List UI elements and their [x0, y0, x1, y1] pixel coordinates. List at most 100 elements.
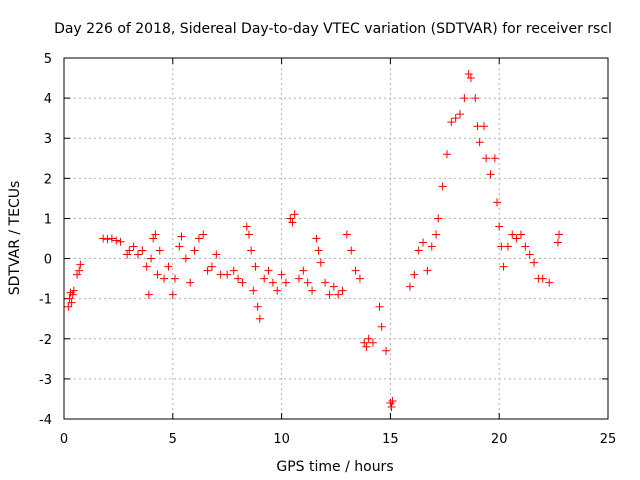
- data-point: [355, 274, 364, 283]
- data-point: [434, 214, 443, 223]
- data-point: [503, 242, 512, 251]
- data-point: [342, 230, 351, 239]
- data-point: [76, 260, 85, 269]
- data-point: [244, 230, 253, 239]
- y-tick-label: 3: [44, 132, 52, 147]
- data-point: [190, 246, 199, 255]
- data-point: [149, 234, 158, 243]
- data-point: [512, 234, 521, 243]
- data-point: [194, 234, 203, 243]
- data-point: [229, 266, 238, 275]
- data-point: [490, 154, 499, 163]
- x-axis-label: GPS time / hours: [276, 459, 393, 475]
- y-tick-label: 4: [44, 92, 52, 107]
- data-point: [253, 302, 262, 311]
- data-point: [147, 254, 156, 263]
- data-point: [347, 246, 356, 255]
- data-point: [316, 258, 325, 267]
- data-point: [377, 322, 386, 331]
- data-point: [69, 286, 78, 295]
- x-tick-label: 5: [169, 432, 177, 447]
- y-tick-label: -1: [39, 293, 52, 308]
- data-point: [181, 254, 190, 263]
- data-point: [234, 274, 243, 283]
- y-tick-label: 0: [44, 253, 52, 268]
- data-point: [375, 302, 384, 311]
- data-point: [65, 294, 74, 303]
- data-point: [153, 270, 162, 279]
- data-point: [442, 150, 451, 159]
- data-point: [273, 286, 282, 295]
- data-point: [486, 170, 495, 179]
- y-tick-label: 2: [44, 172, 52, 187]
- data-point: [99, 234, 108, 243]
- y-tick-label: -2: [39, 333, 52, 348]
- data-point: [312, 234, 321, 243]
- data-point: [525, 250, 534, 259]
- data-point: [495, 222, 504, 231]
- x-tick-label: 0: [60, 432, 68, 447]
- data-point: [164, 262, 173, 271]
- data-point: [386, 398, 395, 407]
- data-point: [67, 298, 76, 307]
- data-point: [334, 290, 343, 299]
- x-tick-label: 25: [600, 432, 617, 447]
- data-point: [203, 266, 212, 275]
- data-point: [538, 274, 547, 283]
- data-point: [290, 210, 299, 219]
- data-point: [314, 246, 323, 255]
- data-point: [530, 258, 539, 267]
- data-point: [186, 278, 195, 287]
- data-point: [438, 182, 447, 191]
- data-point: [414, 246, 423, 255]
- data-point: [168, 290, 177, 299]
- data-point: [475, 138, 484, 147]
- data-point: [144, 290, 153, 299]
- data-point: [364, 334, 373, 343]
- data-point: [521, 242, 530, 251]
- data-point: [360, 338, 369, 347]
- data-point: [388, 396, 397, 405]
- data-point: [155, 246, 164, 255]
- data-point: [321, 278, 330, 287]
- data-point: [482, 154, 491, 163]
- data-point: [499, 262, 508, 271]
- data-point: [308, 286, 317, 295]
- data-point: [277, 270, 286, 279]
- y-tick-label: 1: [44, 212, 52, 227]
- data-point: [116, 237, 125, 246]
- data-point: [64, 302, 73, 311]
- data-point: [553, 238, 562, 247]
- data-point: [73, 270, 82, 279]
- axis-ticks: 0 5 10 15 20 25 -4 -3 -2 -1 0 1 2 3 4 5: [39, 52, 616, 447]
- data-point: [129, 242, 138, 251]
- data-point: [460, 94, 469, 103]
- data-point: [299, 266, 308, 275]
- data-point: [123, 250, 132, 259]
- data-point: [242, 222, 251, 231]
- data-point: [268, 278, 277, 287]
- data-point: [382, 346, 391, 355]
- data-point: [142, 262, 151, 271]
- data-point: [325, 290, 334, 299]
- data-point: [555, 230, 564, 239]
- data-point: [427, 242, 436, 251]
- data-point: [281, 278, 290, 287]
- plot-frame: [63, 57, 609, 420]
- y-axis-label: SDTVAR / TECUs: [7, 181, 23, 296]
- data-point: [125, 246, 134, 255]
- data-point: [177, 232, 186, 241]
- y-tick-label: -4: [39, 413, 52, 428]
- data-point: [264, 266, 273, 275]
- data-point: [471, 94, 480, 103]
- data-point: [464, 70, 473, 79]
- data-series: [64, 70, 564, 411]
- data-point: [466, 74, 475, 83]
- data-point: [288, 218, 297, 227]
- data-point: [223, 270, 232, 279]
- data-point: [295, 274, 304, 283]
- x-tick-label: 20: [491, 432, 508, 447]
- data-point: [410, 270, 419, 279]
- data-point: [456, 110, 465, 119]
